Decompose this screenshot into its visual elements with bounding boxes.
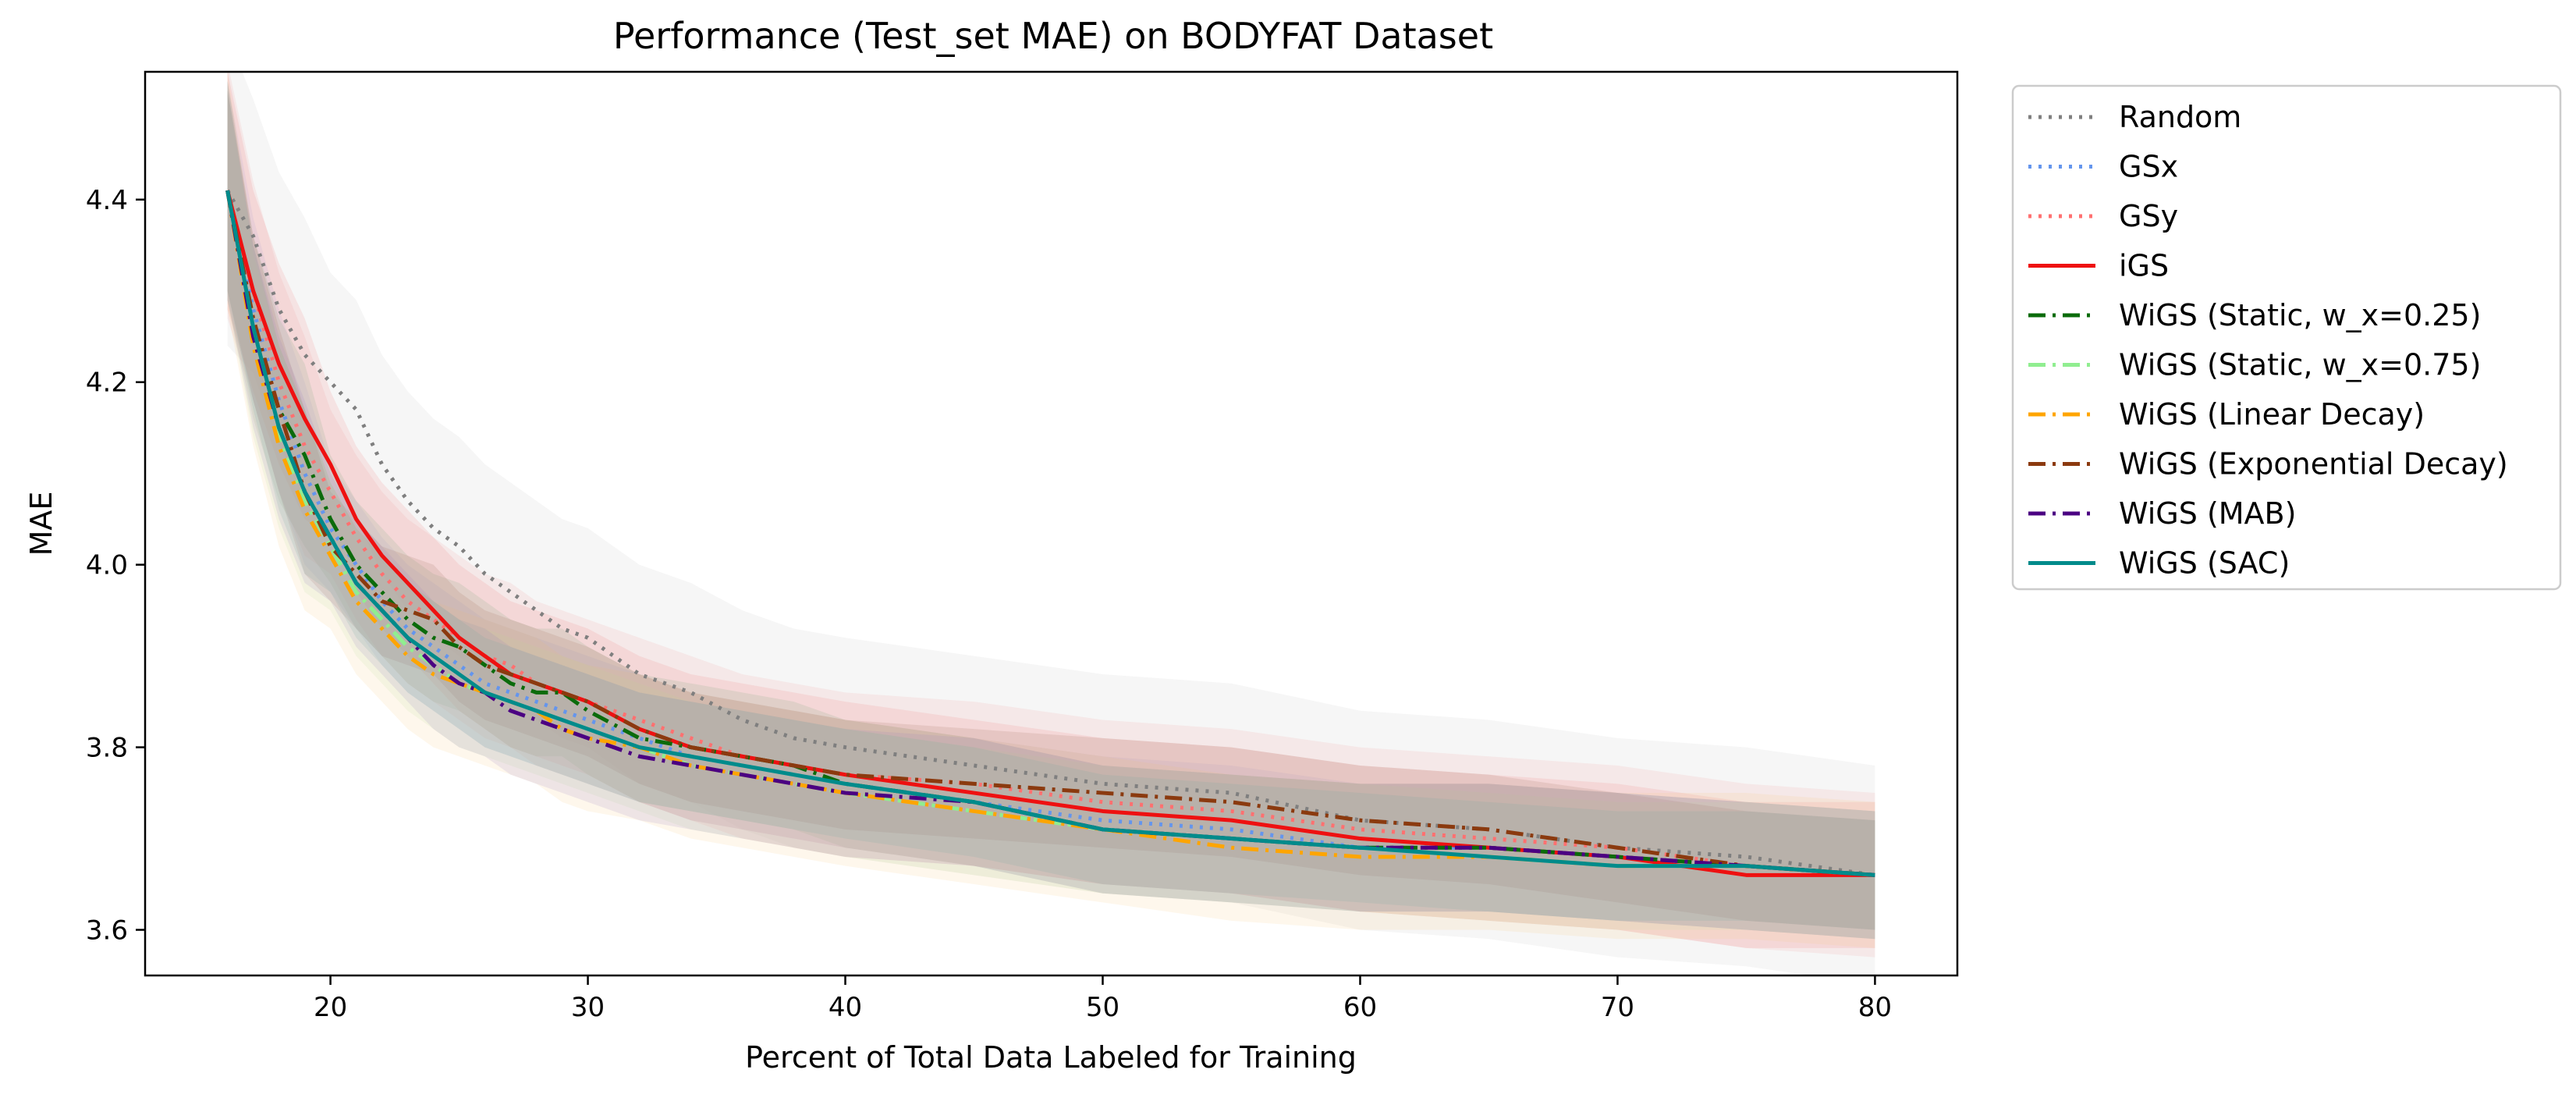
legend-items: Random GSx GSy iGS WiGS (Static, w_x=0.25) Wi… xyxy=(2028,100,2508,581)
legend-label-wigs-sac: WiGS (SAC) xyxy=(2119,546,2290,581)
band-wigs-sac xyxy=(227,90,1875,930)
x-axis-label: Percent of Total Data Labeled for Traini… xyxy=(745,1040,1357,1075)
x-axis: 20 30 40 50 60 70 80 xyxy=(314,975,1892,1023)
x-tick-label: 40 xyxy=(829,992,862,1023)
x-tick-label: 70 xyxy=(1601,992,1634,1023)
band-wigs-mab xyxy=(227,80,1875,940)
legend-label-gsx: GSx xyxy=(2119,150,2178,184)
series-line-gsy xyxy=(225,190,1875,877)
y-axis: 3.6 3.8 4.0 4.2 4.4 xyxy=(86,185,145,947)
legend-label-gsy: GSy xyxy=(2119,199,2178,233)
legend-label-wigs-static-w-x-0-25: WiGS (Static, w_x=0.25) xyxy=(2119,298,2481,332)
chart-title: Performance (Test_set MAE) on BODYFAT Da… xyxy=(613,15,1493,57)
series-line-wigs-static-w-x-0-25 xyxy=(225,190,1875,877)
y-tick-label: 4.0 xyxy=(86,550,128,581)
series-lines xyxy=(225,189,1875,877)
legend-label-wigs-exponential-decay: WiGS (Exponential Decay) xyxy=(2119,447,2508,481)
series-line-wigs-sac xyxy=(225,190,1875,877)
legend-label-random: Random xyxy=(2119,100,2241,134)
plot-frame xyxy=(144,70,1959,977)
legend-label-wigs-linear-decay: WiGS (Linear Decay) xyxy=(2119,397,2425,432)
legend-label-wigs-static-w-x-0-75: WiGS (Static, w_x=0.75) xyxy=(2119,348,2481,382)
legend-frame xyxy=(2011,84,2562,591)
band-gsy xyxy=(227,72,1875,958)
x-tick-label: 30 xyxy=(571,992,605,1023)
band-gsx xyxy=(227,80,1875,940)
legend: Random GSx GSy iGS WiGS (Static, w_x=0.25) Wi… xyxy=(2011,84,2562,591)
band-random xyxy=(227,72,1875,975)
legend-label-igs: iGS xyxy=(2119,249,2169,283)
x-tick-label: 60 xyxy=(1343,992,1377,1023)
x-tick-label: 50 xyxy=(1086,992,1119,1023)
y-tick-label: 4.4 xyxy=(86,185,128,216)
y-tick-label: 4.2 xyxy=(86,368,128,399)
band-wigs-static-w-x-0-25 xyxy=(227,80,1875,940)
y-tick-label: 3.8 xyxy=(86,733,128,764)
series-line-random xyxy=(225,189,1875,877)
band-wigs-static-w-x-0-75 xyxy=(227,80,1875,940)
band-wigs-exponential-decay xyxy=(227,90,1875,930)
y-tick-label: 3.6 xyxy=(86,915,128,947)
x-tick-label: 80 xyxy=(1858,992,1892,1023)
legend-label-wigs-mab: WiGS (MAB) xyxy=(2119,496,2296,531)
plot-area xyxy=(144,70,1959,977)
y-axis-label: MAE xyxy=(24,492,59,556)
x-tick-label: 20 xyxy=(314,992,347,1023)
series-line-gsx xyxy=(225,190,1875,877)
